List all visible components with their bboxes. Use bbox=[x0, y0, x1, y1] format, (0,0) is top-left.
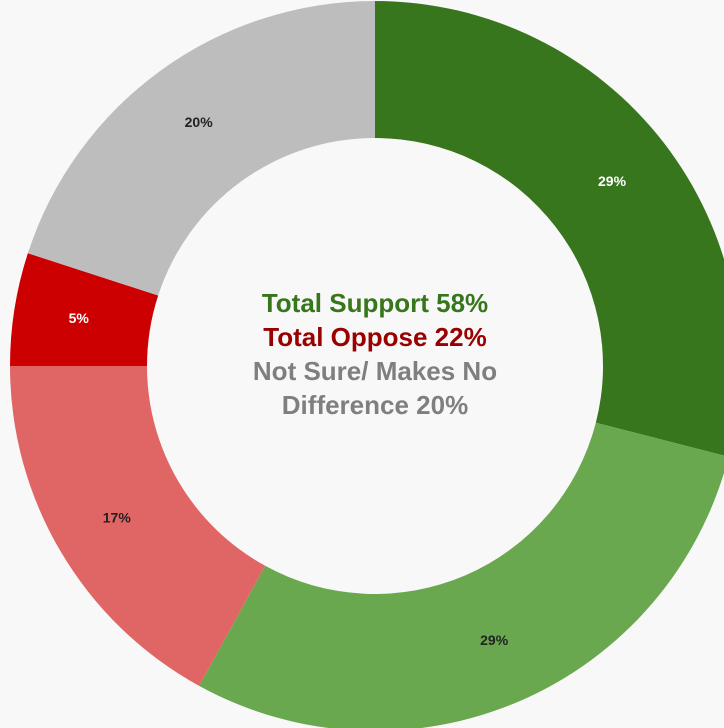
donut-slice-2 bbox=[199, 422, 724, 728]
slices-group bbox=[10, 1, 724, 728]
slice-labels-group: 29% 29% 17% 5% 20% bbox=[69, 114, 627, 648]
not-sure-text: Not Sure/ Makes No Difference 20% bbox=[252, 356, 498, 420]
donut-slice-3 bbox=[10, 366, 266, 686]
total-support-text: Total Support 58% bbox=[261, 288, 489, 318]
donut-slice-4 bbox=[10, 253, 159, 366]
donut-slice-1 bbox=[375, 1, 724, 456]
slice-label-2: 29% bbox=[480, 632, 509, 648]
donut-slice-5 bbox=[27, 1, 375, 296]
slice-label-4: 5% bbox=[69, 310, 90, 326]
slice-label-1: 29% bbox=[598, 173, 627, 189]
total-oppose-text: Total Oppose 22% bbox=[263, 322, 487, 352]
center-summary: Total Support 58% Total Oppose 22% Not S… bbox=[190, 286, 560, 422]
slice-label-3: 17% bbox=[103, 509, 132, 525]
slice-label-5: 20% bbox=[185, 114, 214, 130]
